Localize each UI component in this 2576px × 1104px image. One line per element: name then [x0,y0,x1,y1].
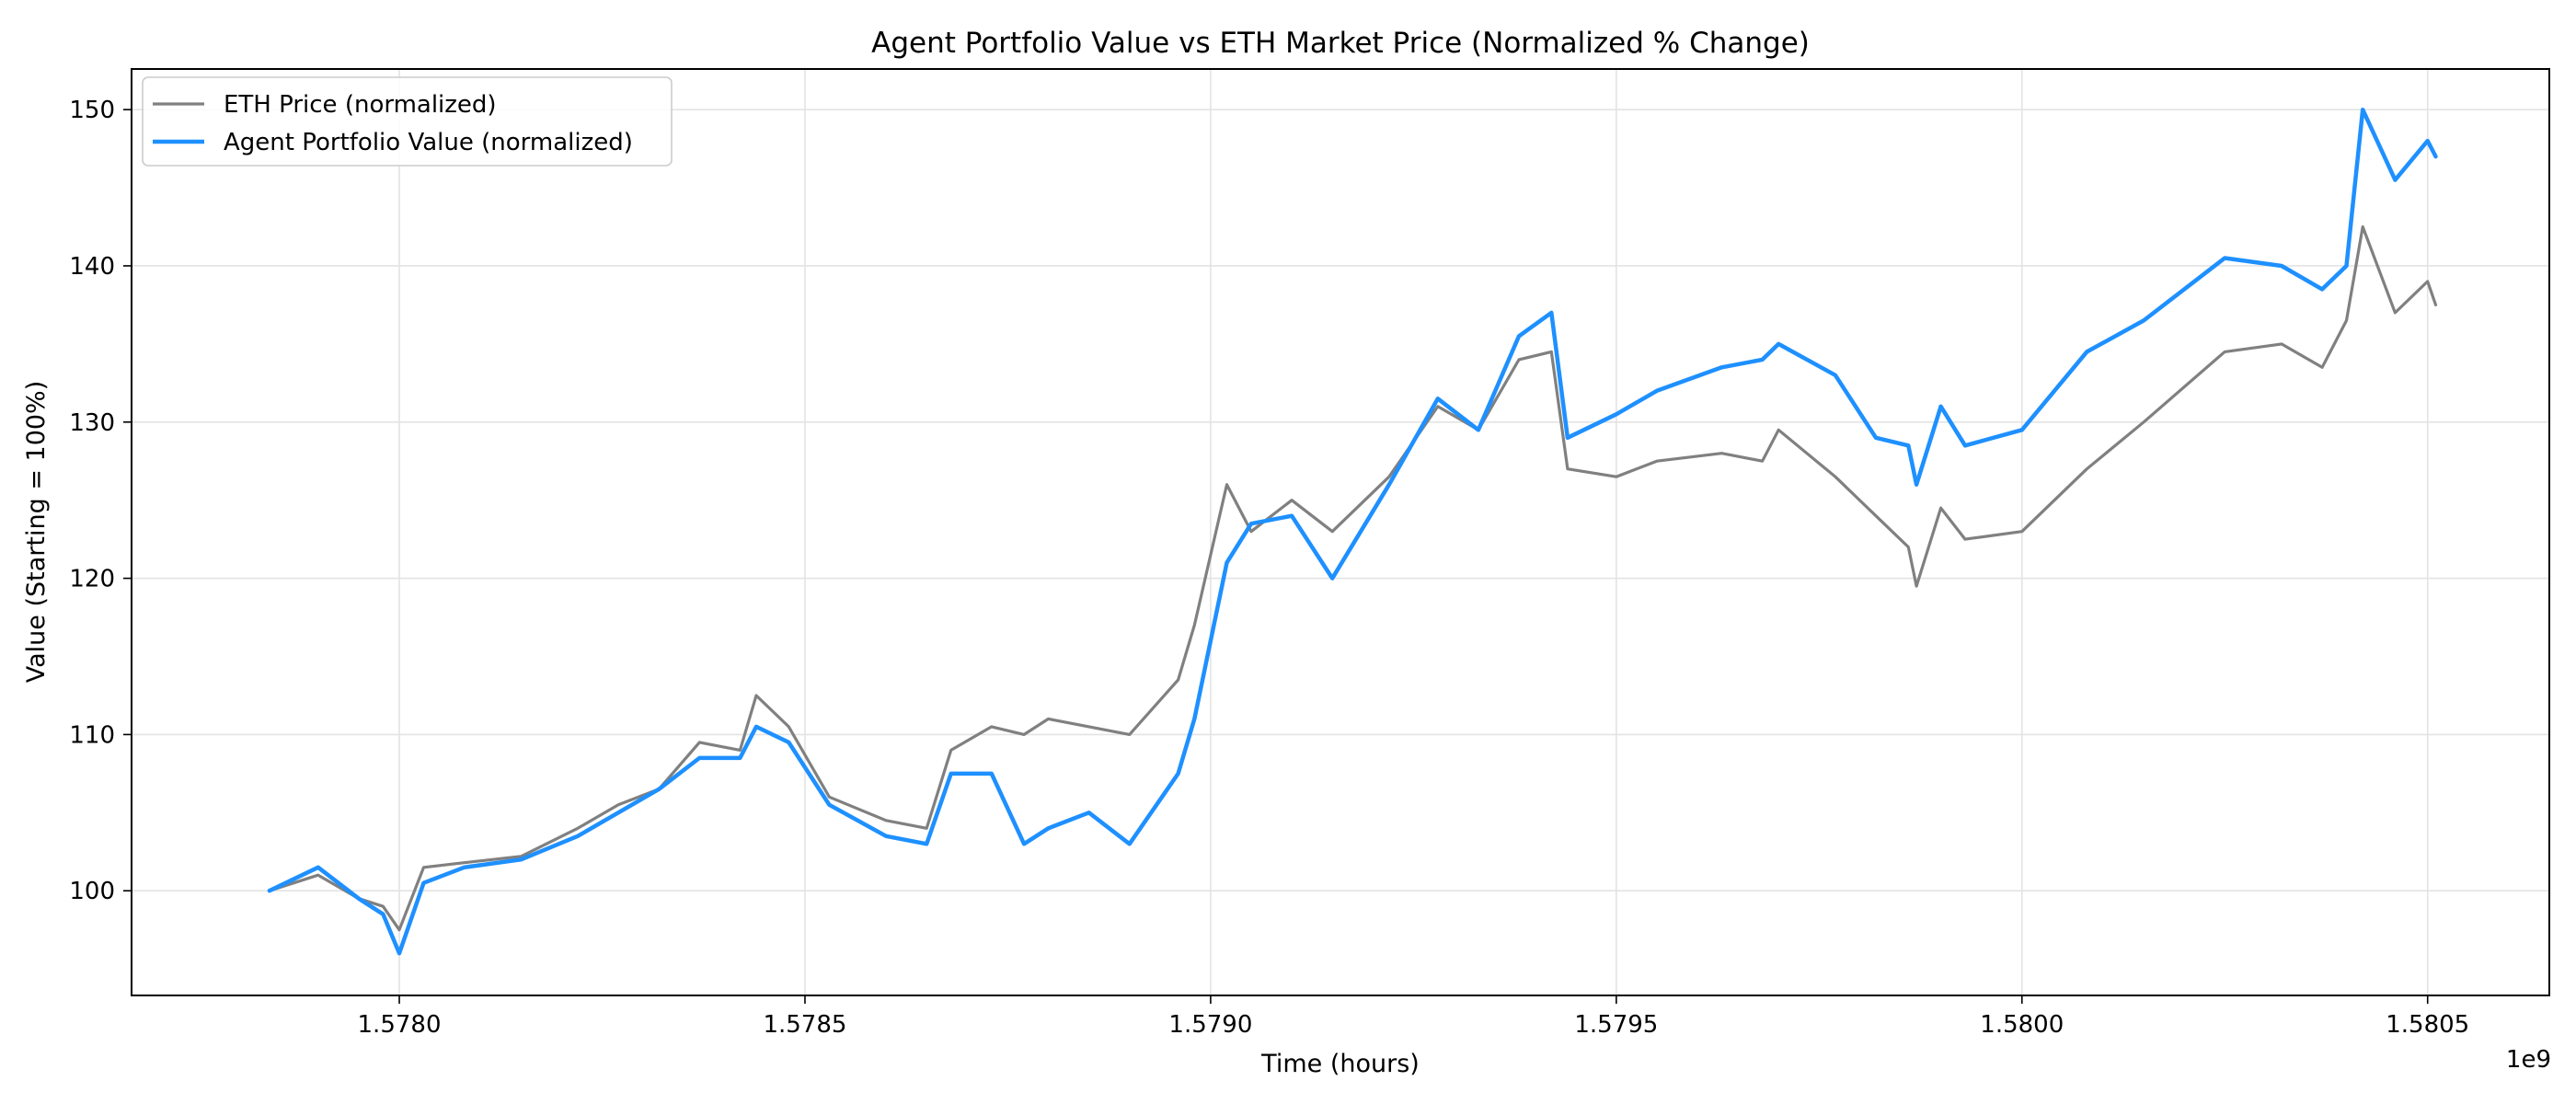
x-tick-label: 1.5805 [2386,1011,2469,1039]
agent-portfolio-line [267,107,2438,956]
legend-label-agent: Agent Portfolio Value (normalized) [224,129,633,156]
x-axis-label: Time (hours) [1260,1050,1420,1078]
x-tick-label: 1.5800 [1980,1011,2064,1039]
x-tick-label: 1.5795 [1574,1011,1658,1039]
x-tick-label: 1.5785 [763,1011,846,1039]
legend: ETH Price (normalized) Agent Portfolio Va… [142,76,673,167]
series-lines [267,107,2438,956]
y-tick-label: 140 [69,253,115,281]
plot-frame [131,68,2550,996]
x-tick-label: 1.5790 [1168,1011,1252,1039]
y-tick-label: 130 [69,409,115,437]
x-tick-label: 1.5780 [358,1011,442,1039]
y-tick-label: 150 [69,97,115,124]
grid-lines [132,69,2549,995]
y-tick-label: 100 [69,878,115,905]
x-axis-offset-label: 1e9 [2506,1046,2551,1074]
legend-box [142,76,673,167]
y-tick-label: 120 [69,566,115,593]
eth-price-line [268,224,2438,932]
y-tick-label: 110 [69,721,115,749]
axis-ticks: 1.5780 1.5785 1.5790 1.5795 1.5800 1.5805 100 1… [69,97,2469,1039]
y-axis-label: Value (Starting = 100%) [22,381,51,683]
chart-title: Agent Portfolio Value vs ETH Market Pric… [871,27,1810,60]
legend-label-eth: ETH Price (normalized) [224,91,497,119]
